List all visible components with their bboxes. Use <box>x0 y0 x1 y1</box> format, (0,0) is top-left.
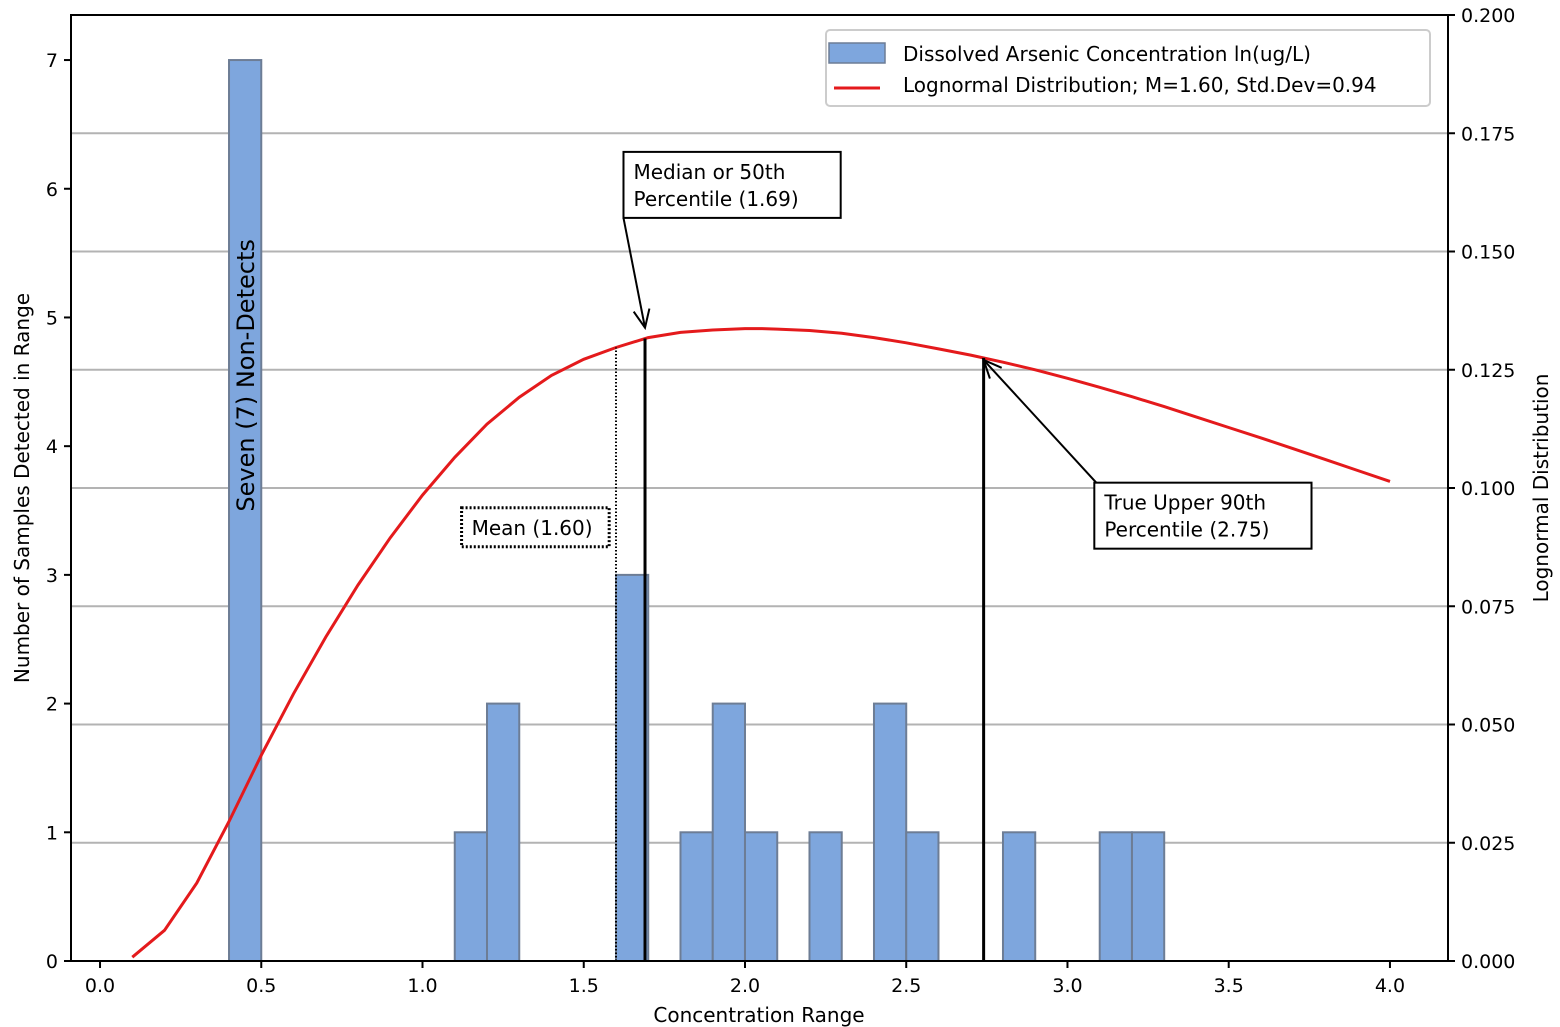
histogram-bar <box>453 831 489 963</box>
annotation-arrow-line <box>622 217 647 328</box>
x-tick-label: 1.5 <box>569 975 599 997</box>
x-tick-label: 0.5 <box>246 975 276 997</box>
line-series <box>131 327 1391 959</box>
annotation-box <box>1093 481 1313 550</box>
annotation-arrowhead <box>632 308 651 331</box>
histogram-bar <box>614 573 650 962</box>
x-tick-label: 2.0 <box>730 975 760 997</box>
y-tick-label: 4 <box>46 436 58 458</box>
annotation-text: True Upper 90th <box>1103 491 1266 515</box>
non-detects-label: Seven (7) Non-Detects <box>232 239 260 511</box>
annotation-text: Mean (1.60) <box>472 516 593 540</box>
y-axis-label: Number of Samples Detected in Range <box>10 293 34 683</box>
x-tick-label: 2.5 <box>891 975 921 997</box>
lognormal-curve <box>131 327 1391 959</box>
y2-tick-label: 0.150 <box>1461 242 1515 264</box>
x-tick-label: 3.5 <box>1214 975 1244 997</box>
histogram-bar <box>743 831 779 963</box>
y-tick-label: 6 <box>46 179 58 201</box>
histogram-bar <box>228 59 263 963</box>
annotation-arrowhead <box>981 358 1003 379</box>
annotation-arrow-line <box>982 359 1098 484</box>
y2-tick-label: 0.075 <box>1461 596 1515 618</box>
legend-bar-swatch <box>828 42 886 64</box>
x-tick-label: 4.0 <box>1375 975 1405 997</box>
histogram-bar <box>1098 831 1133 963</box>
y2-axis-label: Lognormal Distribution <box>1529 374 1553 603</box>
axes: 0.0 0.5 1.0 1.5 2.0 2.5 3.0 3.5 4.0 0 1 2 3 4 5 6 7 0.000… <box>46 5 1516 997</box>
annotations: Median or 50th Percentile (1.69) True Uppe… <box>232 150 1313 550</box>
y2-tick-label: 0.200 <box>1461 5 1515 27</box>
legend-box <box>825 29 1431 107</box>
y-tick-label: 0 <box>46 951 58 973</box>
grid <box>71 132 1448 844</box>
histogram-bar <box>1130 831 1166 963</box>
histogram-bar <box>808 831 843 963</box>
y-tick-label: 5 <box>46 307 58 329</box>
x-tick-label: 0.0 <box>85 975 115 997</box>
y-tick-label: 1 <box>46 822 58 844</box>
vertical-markers <box>614 338 986 961</box>
histogram-bar <box>1001 831 1037 963</box>
annotation-box <box>622 150 842 219</box>
histogram-bar <box>486 702 521 962</box>
legend-line-label: Lognormal Distribution; M=1.60, Std.Dev=… <box>903 73 1377 97</box>
x-tick-label: 3.0 <box>1052 975 1082 997</box>
y2-tick-label: 0.000 <box>1461 951 1515 973</box>
y2-tick-label: 0.175 <box>1461 123 1515 145</box>
annotation-text: Median or 50th <box>633 160 785 184</box>
histogram-bar <box>872 702 908 962</box>
y-tick-label: 2 <box>46 694 58 716</box>
y2-tick-label: 0.100 <box>1461 478 1515 500</box>
x-tick-label: 1.0 <box>407 975 437 997</box>
y-tick-label: 3 <box>46 565 58 587</box>
histogram-bar <box>711 702 746 962</box>
legend-bar-label: Dissolved Arsenic Concentration ln(ug/L) <box>903 42 1311 66</box>
y2-tick-label: 0.025 <box>1461 833 1515 855</box>
y-tick-label: 7 <box>46 50 58 72</box>
annotation-text: Percentile (2.75) <box>1104 518 1269 542</box>
histogram-bar <box>679 831 714 963</box>
annotation-text: Percentile (1.69) <box>633 187 798 211</box>
annotation-box <box>460 506 611 549</box>
legend: Dissolved Arsenic Concentration ln(ug/L)… <box>825 29 1431 107</box>
y2-tick-label: 0.050 <box>1461 715 1515 737</box>
y2-tick-label: 0.125 <box>1461 360 1515 382</box>
x-axis-label: Concentration Range <box>653 1003 864 1027</box>
histogram-bar <box>905 831 940 963</box>
